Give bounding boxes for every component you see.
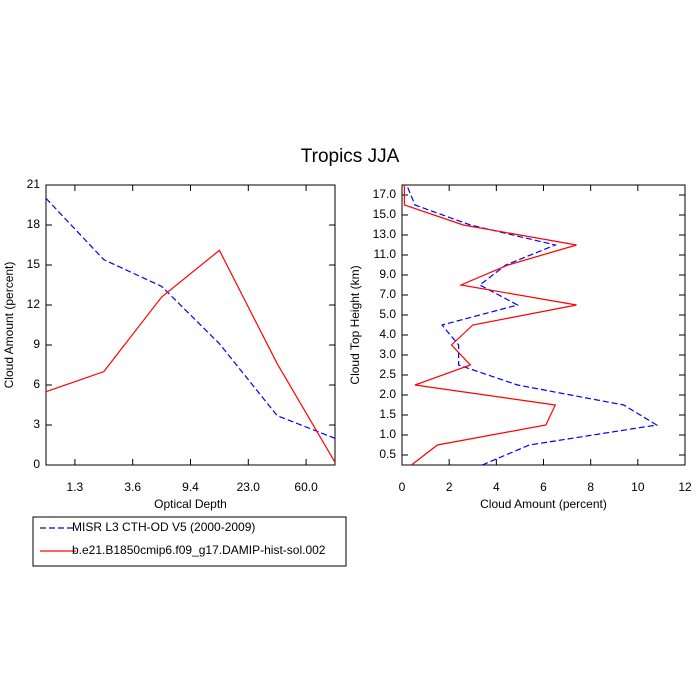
y-tick-label: 21: [27, 177, 41, 191]
y-tick-label: 9.0: [379, 267, 396, 281]
plot-frame: [401, 184, 686, 466]
x-tick-label: 60.0: [294, 480, 318, 494]
x-tick-label: 9.4: [182, 480, 199, 494]
x-tick-label: 1.3: [67, 480, 84, 494]
x-tick-label: 6: [540, 480, 547, 494]
x-tick-label: 12: [678, 480, 692, 494]
y-tick-label: 1.0: [379, 427, 396, 441]
legend-label: MISR L3 CTH-OD V5 (2000-2009): [72, 520, 255, 534]
y-tick-label: 2.5: [379, 367, 396, 381]
y-tick-label: 15.0: [373, 207, 397, 221]
y-tick-label: 7.0: [379, 287, 396, 301]
y-tick-label: 5.0: [379, 307, 396, 321]
y-tick-label: 18: [27, 217, 41, 231]
y-tick-label: 0: [33, 457, 40, 471]
y-tick-label: 13.0: [373, 227, 397, 241]
x-tick-label: 23.0: [237, 480, 261, 494]
y-tick-label: 3.0: [379, 347, 396, 361]
x-tick-label: 0: [399, 480, 406, 494]
y-tick-label: 0.5: [379, 447, 396, 461]
y-tick-label: 6: [33, 377, 40, 391]
y-tick-label: 12: [27, 297, 41, 311]
series-line: [45, 197, 336, 439]
x-tick-label: 10: [631, 480, 645, 494]
x-tick-label: 8: [587, 480, 594, 494]
x-tick-label: 3.6: [124, 480, 141, 494]
y-axis-label: Cloud Top Height (km): [348, 265, 362, 384]
y-tick-label: 4.0: [379, 327, 396, 341]
y-tick-label: 9: [33, 337, 40, 351]
legend-label: b.e21.B1850cmip6.f09_g17.DAMIP-hist-sol.…: [72, 543, 326, 557]
plot-frame: [45, 184, 336, 466]
x-tick-label: 4: [493, 480, 500, 494]
y-tick-label: 1.5: [379, 407, 396, 421]
x-axis-label: Optical Depth: [154, 497, 227, 511]
y-tick-label: 2.0: [379, 387, 396, 401]
figure-title: Tropics JJA: [301, 146, 400, 167]
y-tick-label: 15: [27, 257, 41, 271]
y-tick-label: 11.0: [374, 247, 397, 261]
y-axis-label: Cloud Amount (percent): [2, 262, 16, 389]
series-line: [406, 184, 659, 466]
x-tick-label: 2: [446, 480, 453, 494]
y-tick-label: 17.0: [373, 187, 397, 201]
x-axis-label: Cloud Amount (percent): [480, 497, 607, 511]
series-line: [403, 185, 577, 466]
legend-box: [32, 516, 347, 567]
series-line: [45, 249, 336, 463]
y-tick-label: 3: [33, 417, 40, 431]
